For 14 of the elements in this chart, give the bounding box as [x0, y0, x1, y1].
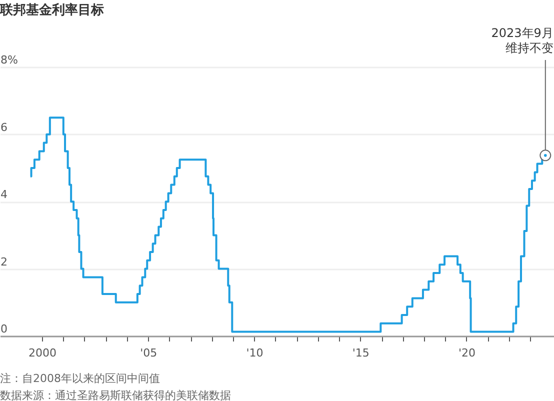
y-tick-label: 6: [0, 120, 8, 134]
source-note: 数据来源：通过圣路易斯联储获得的美联储数据: [0, 389, 231, 401]
y-tick-label: 4: [0, 188, 8, 202]
annotation: 2023年9月维持不变: [491, 26, 554, 55]
x-tick-label: '15: [352, 346, 370, 360]
y-tick-label: 8%: [0, 54, 18, 67]
chart-title: 联邦基金利率目标: [0, 2, 104, 18]
y-tick-label: 0: [0, 322, 8, 336]
x-tick-label: '20: [458, 346, 476, 360]
y-tick-label: 2: [0, 255, 8, 268]
text: 注：自2008年以来的区间中间值: [0, 372, 160, 385]
x-tick-label: '10: [246, 346, 264, 360]
x-tick-label: 2000: [28, 346, 57, 360]
x-tick-label: '05: [140, 346, 158, 360]
